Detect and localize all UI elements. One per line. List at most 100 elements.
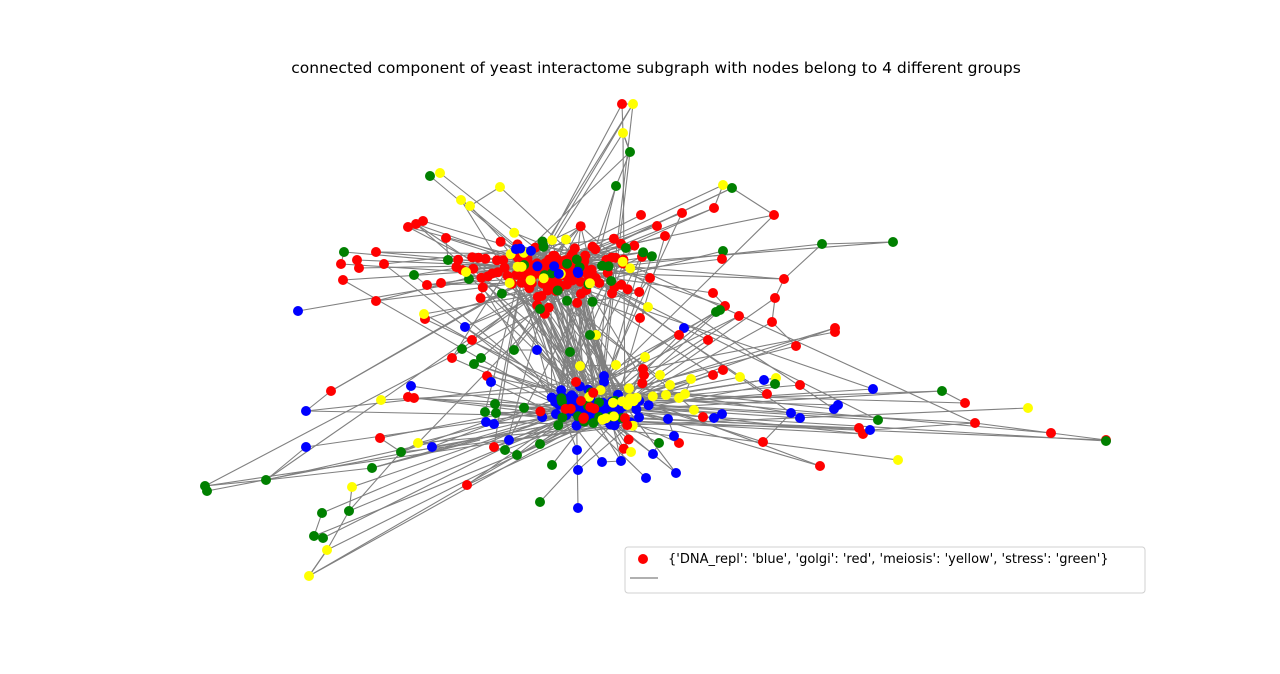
node-blue (406, 381, 416, 391)
network-edge (375, 283, 512, 302)
network-edge (565, 414, 603, 463)
node-green (535, 497, 545, 507)
node-yellow (618, 128, 628, 138)
node-yellow (419, 309, 429, 319)
node-blue (786, 408, 796, 418)
network-edge (313, 422, 594, 537)
node-red (375, 433, 385, 443)
node-green (585, 330, 595, 340)
node-red (709, 203, 719, 213)
network-edge (326, 406, 614, 551)
node-red (1046, 428, 1056, 438)
network-edge (771, 321, 797, 347)
network-edge (636, 397, 821, 467)
network-edge (480, 290, 559, 359)
node-green (718, 246, 728, 256)
node-yellow (647, 391, 658, 402)
node-red (326, 386, 336, 396)
network-edge (731, 187, 775, 216)
node-red (352, 255, 362, 265)
node-green (562, 295, 572, 306)
node-green (654, 438, 664, 448)
node-red (636, 210, 646, 220)
node-yellow (504, 278, 515, 288)
node-red (762, 389, 772, 399)
node-blue (597, 457, 607, 467)
network-edge (543, 103, 634, 247)
node-blue (301, 406, 311, 416)
node-green (557, 412, 568, 423)
node-blue (709, 413, 719, 423)
node-green (317, 508, 327, 518)
node-red (473, 252, 484, 263)
node-green (409, 270, 419, 280)
node-red (645, 273, 655, 283)
node-green (606, 276, 617, 286)
network-edge (204, 479, 267, 487)
network-edge (974, 422, 1052, 434)
network-edge (265, 467, 373, 481)
node-green (638, 247, 649, 258)
node-red (354, 263, 364, 273)
network-edge (595, 248, 976, 424)
node-yellow (376, 395, 386, 405)
network-edge (532, 132, 624, 276)
node-yellow (622, 400, 633, 410)
node-green (588, 418, 599, 428)
network-edge (783, 243, 823, 280)
node-red (572, 297, 583, 308)
node-green (571, 254, 582, 265)
node-red (590, 244, 601, 255)
node-blue (572, 266, 583, 277)
node-blue (301, 442, 311, 452)
node-blue (671, 468, 681, 478)
chart-title: connected component of yeast interactome… (291, 59, 1021, 77)
node-red (970, 418, 980, 428)
node-red (779, 274, 789, 284)
node-red (674, 330, 684, 340)
node-blue (634, 412, 644, 423)
network-edge (371, 439, 481, 469)
node-green (512, 450, 522, 460)
node-red (708, 288, 718, 298)
node-red (639, 370, 649, 380)
node-yellow (495, 182, 505, 192)
node-red (717, 254, 727, 264)
network-edge (821, 241, 894, 245)
node-yellow (689, 405, 699, 415)
node-green (309, 531, 319, 541)
node-red (336, 259, 346, 269)
node-red (652, 221, 662, 231)
node-blue (486, 377, 496, 387)
node-green (625, 147, 635, 157)
node-red (578, 413, 589, 424)
node-green (547, 460, 557, 470)
network-edge (594, 248, 835, 410)
node-blue (616, 456, 626, 466)
node-blue (526, 245, 536, 256)
node-red (617, 99, 627, 109)
network-edge (383, 263, 575, 412)
node-red (718, 365, 728, 375)
node-red (620, 413, 630, 424)
network-edge (493, 270, 524, 425)
node-green (476, 353, 486, 363)
node-green (480, 407, 490, 417)
node-red (436, 278, 446, 288)
network-edge (308, 549, 328, 577)
node-red (498, 255, 509, 266)
node-red (467, 335, 477, 345)
node-blue (717, 409, 727, 419)
node-yellow (304, 571, 314, 581)
legend-frame (624, 546, 1146, 594)
node-yellow (525, 275, 536, 286)
node-blue (553, 268, 564, 279)
node-red (441, 233, 451, 243)
network-edge (615, 151, 631, 187)
network-edge (541, 250, 724, 297)
node-blue (571, 420, 582, 431)
node-blue (481, 417, 491, 427)
node-red (580, 250, 591, 261)
node-yellow (686, 374, 696, 384)
